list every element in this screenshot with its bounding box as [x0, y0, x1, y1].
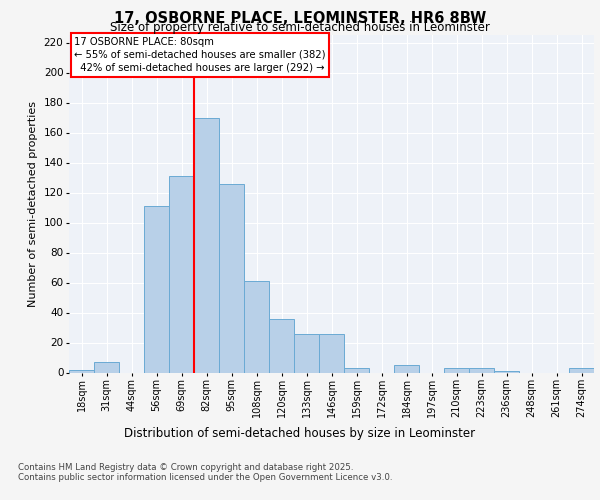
Bar — [269, 318, 294, 372]
Bar — [194, 118, 219, 372]
Bar — [94, 362, 119, 372]
Text: Size of property relative to semi-detached houses in Leominster: Size of property relative to semi-detach… — [110, 22, 490, 35]
Text: 17, OSBORNE PLACE, LEOMINSTER, HR6 8BW: 17, OSBORNE PLACE, LEOMINSTER, HR6 8BW — [114, 11, 486, 26]
Bar — [169, 176, 194, 372]
Bar — [244, 281, 269, 372]
Text: Contains public sector information licensed under the Open Government Licence v3: Contains public sector information licen… — [18, 472, 392, 482]
Text: 17 OSBORNE PLACE: 80sqm
← 55% of semi-detached houses are smaller (382)
  42% of: 17 OSBORNE PLACE: 80sqm ← 55% of semi-de… — [74, 36, 326, 73]
Y-axis label: Number of semi-detached properties: Number of semi-detached properties — [28, 101, 38, 306]
Bar — [569, 368, 594, 372]
Bar — [494, 371, 519, 372]
Bar — [144, 206, 169, 372]
Text: Distribution of semi-detached houses by size in Leominster: Distribution of semi-detached houses by … — [124, 428, 476, 440]
Bar — [69, 370, 94, 372]
Bar — [394, 365, 419, 372]
Bar — [344, 368, 369, 372]
Bar — [319, 334, 344, 372]
Bar — [219, 184, 244, 372]
Bar — [444, 368, 469, 372]
Bar — [294, 334, 319, 372]
Text: Contains HM Land Registry data © Crown copyright and database right 2025.: Contains HM Land Registry data © Crown c… — [18, 462, 353, 471]
Bar — [469, 368, 494, 372]
